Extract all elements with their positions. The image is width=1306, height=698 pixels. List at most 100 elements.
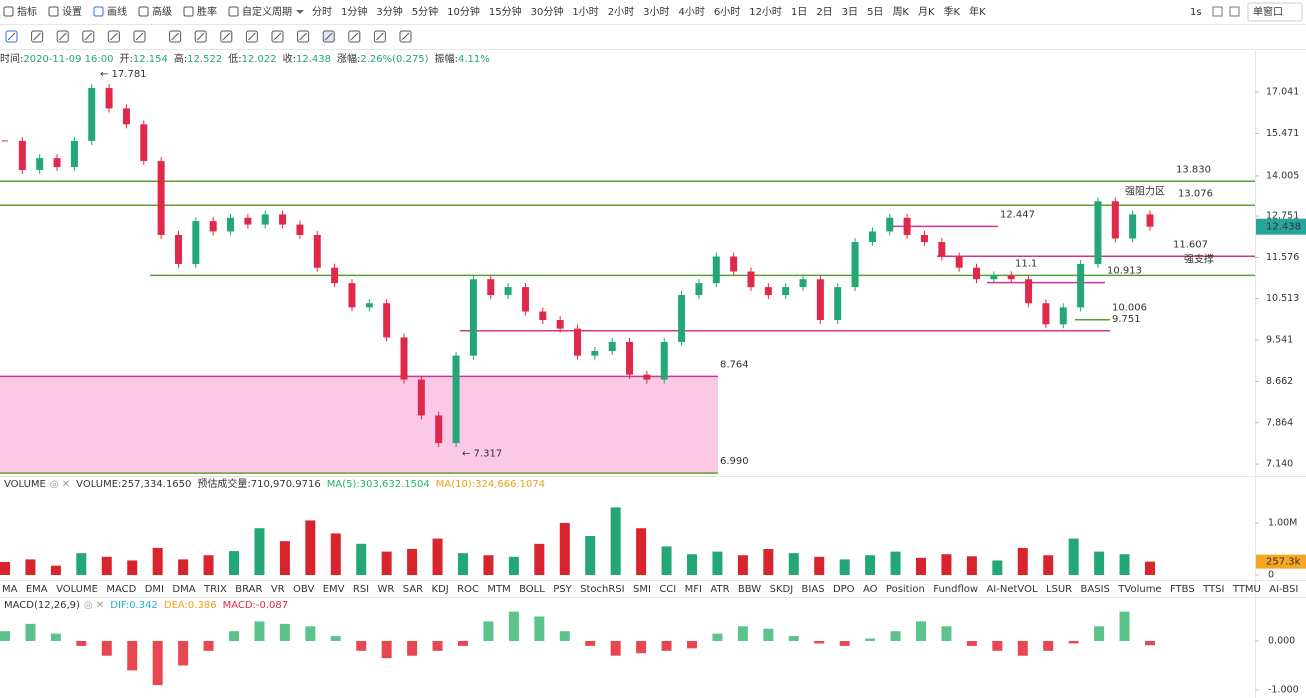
toolbar-button[interactable]: 高级	[152, 5, 172, 18]
period-button[interactable]: 2日	[816, 7, 832, 18]
toolbar-icon	[93, 6, 104, 17]
indicator-tab[interactable]: BOLL	[519, 584, 545, 595]
indicator-tab[interactable]: FTBS	[1170, 584, 1195, 595]
indicator-tab[interactable]: MA	[2, 584, 18, 595]
indicator-tab[interactable]: EMV	[323, 584, 345, 595]
window-select[interactable]	[1247, 2, 1303, 22]
indicator-tab[interactable]: DPO	[833, 584, 855, 595]
drawing-tool[interactable]	[107, 30, 120, 43]
period-button[interactable]: 12小时	[749, 6, 782, 18]
period-button[interactable]: 1分钟	[341, 5, 367, 18]
period-button[interactable]: 3分钟	[376, 5, 402, 18]
period-button[interactable]: 年K	[969, 5, 986, 18]
drawing-tool[interactable]	[245, 30, 258, 43]
period-button[interactable]: 月K	[918, 6, 935, 18]
legend-item: DEA:0.386	[164, 600, 217, 611]
indicator-tab[interactable]: BRAR	[235, 584, 262, 595]
window-icon[interactable]	[1229, 6, 1240, 17]
indicator-tab[interactable]: SKDJ	[770, 584, 794, 595]
panel-title: VOLUME	[4, 479, 46, 490]
indicator-tab[interactable]: MTM	[487, 584, 510, 595]
drawing-tool[interactable]	[373, 30, 386, 43]
period-button[interactable]: 季K	[944, 6, 961, 18]
indicator-tab[interactable]: TVolume	[1117, 584, 1161, 595]
indicator-tab[interactable]: VOLUME	[56, 584, 98, 595]
indicator-tab[interactable]: BASIS	[1081, 584, 1110, 595]
toolbar-button[interactable]: 自定义周期	[242, 5, 292, 18]
drawing-tool[interactable]	[56, 30, 69, 43]
y-tick-label: 0.000	[1268, 636, 1295, 647]
window-select-label[interactable]: 单窗口	[1253, 5, 1283, 18]
indicator-tab[interactable]: ROC	[457, 584, 479, 595]
indicator-tab[interactable]: StochRSI	[580, 584, 624, 595]
indicator-tab[interactable]: LSUR	[1046, 584, 1072, 595]
indicator-tab[interactable]: MACD	[106, 584, 136, 595]
drawing-tool[interactable]	[82, 30, 95, 43]
candle	[36, 158, 44, 171]
drawing-tool[interactable]	[322, 30, 335, 43]
window-icon[interactable]	[1212, 6, 1223, 17]
indicator-tab[interactable]: ATR	[710, 584, 729, 595]
tool-icon-stroke	[324, 32, 333, 41]
indicator-tab[interactable]: EMA	[26, 584, 48, 595]
period-button[interactable]: 3小时	[643, 6, 669, 18]
period-button[interactable]: 15分钟	[489, 5, 522, 18]
period-button[interactable]: 4小时	[678, 6, 704, 18]
indicator-tab[interactable]: TTMU	[1232, 584, 1261, 595]
period-button[interactable]: 1日	[791, 7, 807, 18]
period-button[interactable]: 1小时	[572, 6, 598, 18]
volume-bar	[585, 536, 596, 575]
drawing-tool[interactable]	[169, 30, 182, 43]
drawing-tool[interactable]	[133, 30, 146, 43]
indicator-tab[interactable]: MFI	[685, 584, 702, 595]
indicator-tab[interactable]: SMI	[633, 584, 651, 595]
indicator-tab[interactable]: Fundflow	[933, 584, 978, 595]
drawing-tool[interactable]	[5, 30, 18, 43]
toolbar-button[interactable]: 设置	[62, 6, 82, 18]
macd-bar	[814, 641, 825, 644]
toolbar-button[interactable]: 胜率	[197, 5, 217, 18]
drawing-tool[interactable]	[31, 30, 44, 43]
indicator-tab[interactable]: AO	[863, 584, 878, 595]
indicator-tab[interactable]: SAR	[403, 584, 423, 595]
candle	[712, 256, 720, 284]
drawing-tool[interactable]	[194, 30, 207, 43]
indicator-tab[interactable]: CCI	[659, 584, 676, 595]
indicator-tab[interactable]: BIAS	[802, 584, 825, 595]
drawing-tool[interactable]	[220, 30, 233, 43]
drawing-tool[interactable]	[348, 30, 361, 43]
indicator-tab[interactable]: KDJ	[432, 584, 449, 595]
period-button[interactable]: 6小时	[714, 6, 740, 18]
indicator-tab[interactable]: OBV	[293, 584, 314, 595]
indicator-tab[interactable]: Position	[886, 584, 925, 595]
indicator-tab[interactable]: VR	[271, 584, 285, 595]
drawing-tool[interactable]	[297, 30, 310, 43]
period-button[interactable]: 30分钟	[531, 5, 564, 18]
indicator-tab[interactable]: PSY	[553, 584, 572, 595]
indicator-tab[interactable]: DMI	[145, 584, 164, 595]
low-marker: ← 7.317	[462, 449, 502, 460]
tool-icon-stroke	[376, 32, 384, 41]
indicator-tab[interactable]: RSI	[353, 584, 369, 595]
level-label: 13.076	[1178, 188, 1213, 199]
period-button[interactable]: 周K	[892, 6, 909, 18]
indicator-tab[interactable]: WR	[378, 584, 395, 595]
indicator-tab[interactable]: DMA	[172, 584, 195, 595]
indicator-tab[interactable]: BBW	[738, 584, 761, 595]
period-button[interactable]: 分时	[312, 6, 332, 18]
drawing-tool[interactable]	[399, 30, 412, 43]
drawing-tool[interactable]	[271, 30, 284, 43]
period-button[interactable]: 5分钟	[412, 5, 438, 18]
refresh-rate[interactable]: 1s	[1190, 7, 1202, 18]
indicator-tab[interactable]: AI-BSI	[1269, 584, 1298, 595]
toolbar-button[interactable]: 画线	[107, 5, 127, 18]
period-button[interactable]: 5日	[867, 7, 883, 18]
period-button[interactable]: 3日	[842, 7, 858, 18]
indicator-tab[interactable]: AI-NetVOL	[986, 584, 1037, 595]
candle	[1129, 214, 1137, 239]
period-button[interactable]: 10分钟	[447, 5, 480, 18]
toolbar-button[interactable]: 指标	[17, 5, 37, 18]
period-button[interactable]: 2小时	[608, 6, 634, 18]
indicator-tab[interactable]: TTSI	[1202, 584, 1224, 595]
indicator-tab[interactable]: TRIX	[203, 584, 227, 595]
